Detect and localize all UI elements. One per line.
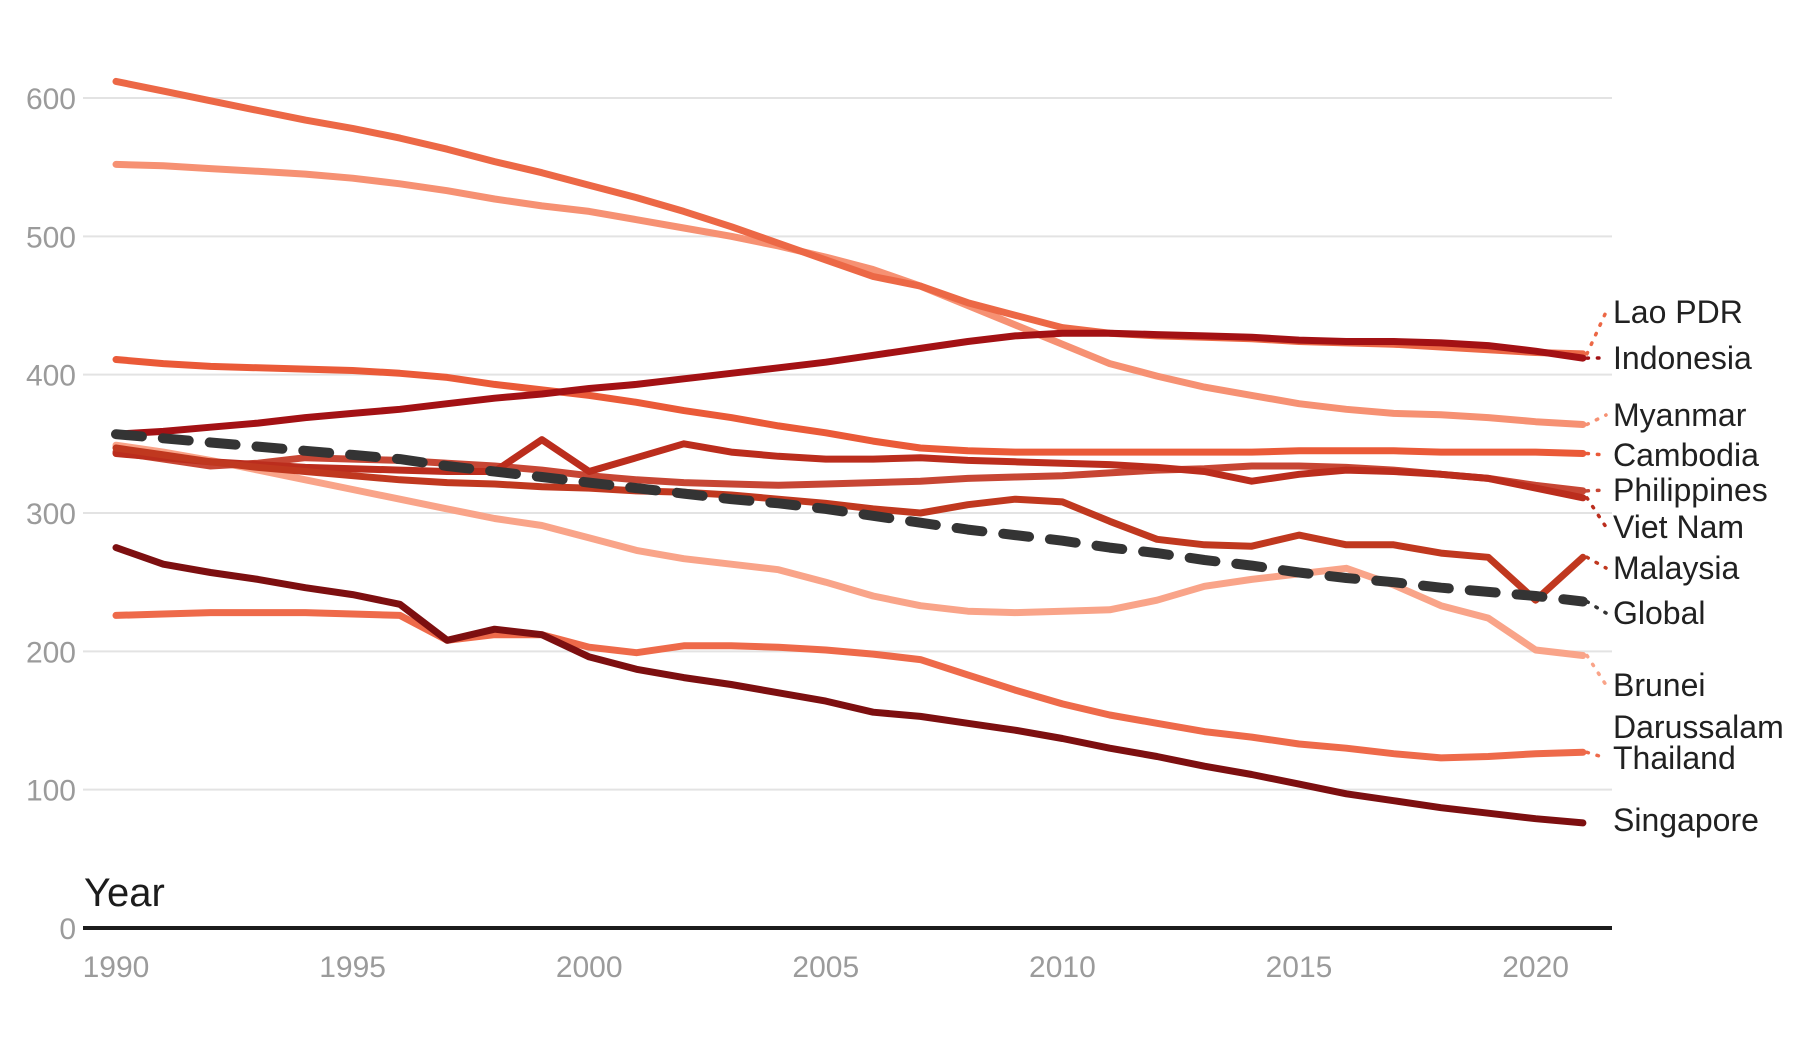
series-label-singapore: Singapore	[1613, 802, 1759, 838]
leader-line-myanmar	[1585, 413, 1608, 427]
series-line-cambodia	[112, 356, 1587, 457]
leader-line-thailand	[1585, 750, 1608, 760]
leader-line-philippines	[1585, 488, 1608, 493]
series-label-indonesia: Indonesia	[1613, 340, 1752, 376]
leader-line-lao-pdr	[1585, 310, 1608, 356]
x-tick-label-2015: 2015	[1266, 951, 1333, 984]
x-tick-label-1990: 1990	[83, 951, 150, 984]
y-tick-label-100: 100	[26, 775, 76, 808]
y-tick-label-400: 400	[26, 360, 76, 393]
series-label-brunei-darussalam-line1: Brunei	[1613, 667, 1706, 703]
x-tick-label-2010: 2010	[1029, 951, 1096, 984]
series-line-malaysia	[112, 444, 1587, 604]
series-label-philippines: Philippines	[1613, 472, 1768, 508]
leader-line-global	[1585, 599, 1608, 615]
series-line-thailand	[112, 609, 1587, 762]
series-line-singapore	[112, 544, 1587, 827]
series-line-brunei-darussalam	[112, 441, 1587, 659]
x-tick-label-2000: 2000	[556, 951, 623, 984]
series-label-lao-pdr: Lao PDR	[1613, 294, 1743, 330]
leader-line-malaysia	[1585, 555, 1608, 570]
leader-line-cambodia	[1585, 451, 1608, 457]
series-line-lao-pdr	[112, 77, 1587, 358]
series-label-thailand: Thailand	[1613, 740, 1736, 776]
x-tick-label-2020: 2020	[1502, 951, 1569, 984]
y-tick-label-600: 600	[26, 83, 76, 116]
y-tick-label-300: 300	[26, 498, 76, 531]
leader-line-brunei-darussalam	[1585, 653, 1608, 687]
series-label-malaysia: Malaysia	[1613, 550, 1739, 586]
y-tick-label-500: 500	[26, 221, 76, 254]
x-axis-title: Year	[84, 871, 165, 915]
series-line-viet-nam	[112, 436, 1587, 502]
series-label-global: Global	[1613, 595, 1706, 631]
series-line-myanmar	[112, 160, 1587, 428]
y-tick-label-0: 0	[59, 913, 76, 946]
series-label-myanmar: Myanmar	[1613, 397, 1747, 433]
y-tick-label-200: 200	[26, 636, 76, 669]
series-label-cambodia: Cambodia	[1613, 437, 1759, 473]
series-line-indonesia	[112, 329, 1587, 438]
series-label-viet-nam: Viet Nam	[1613, 509, 1744, 545]
series-line-global	[111, 429, 1588, 607]
x-tick-label-2005: 2005	[792, 951, 859, 984]
x-tick-label-1995: 1995	[319, 951, 386, 984]
series-label-brunei-darussalam-line2: Darussalam	[1613, 709, 1784, 745]
